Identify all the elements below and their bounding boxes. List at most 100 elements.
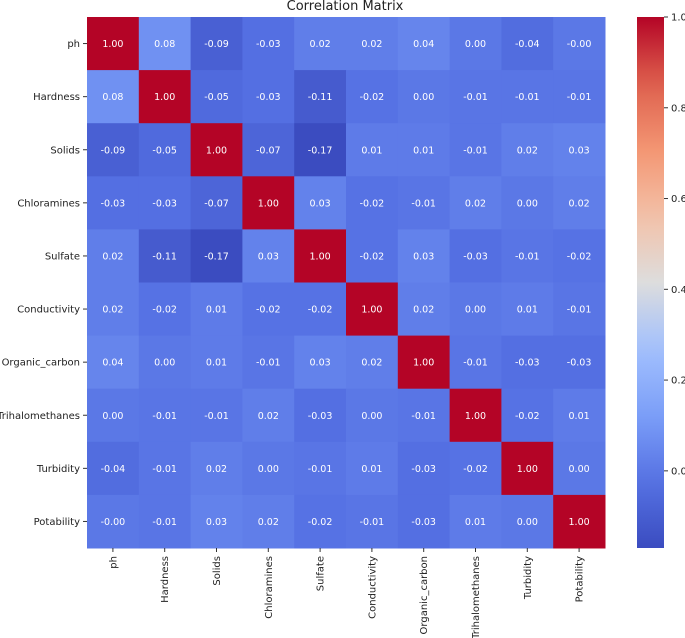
- cell-value-label: 0.03: [569, 145, 590, 156]
- heatmap-cell: [346, 335, 399, 390]
- y-tick-label: Turbidity: [36, 464, 80, 475]
- colorbar-tick-label: 1.0: [671, 13, 685, 24]
- x-tick-label: Solids: [212, 556, 223, 586]
- cell-value-label: 0.02: [361, 39, 382, 50]
- x-tick-labels: ph Hardness Solids Chloramines Sulfate Conduc…: [108, 548, 586, 638]
- cell-value-label: 0.00: [465, 39, 486, 50]
- heatmap-cell: [294, 282, 347, 337]
- heatmap-cell: [138, 441, 192, 496]
- heatmap-cell: [449, 70, 502, 124]
- cell-value-label: 1.00: [154, 92, 175, 103]
- colorbar-tick-label: 0.8: [671, 103, 685, 114]
- heatmap-cell: [87, 335, 140, 390]
- heatmap-cell: [449, 229, 502, 283]
- heatmap-cell: [449, 123, 502, 177]
- cell-value-label: 0.02: [310, 39, 331, 50]
- cell-value-label: -0.01: [567, 305, 592, 316]
- heatmap-cell: [87, 494, 140, 549]
- heatmap-cell-labels: 1.00 0.08 -0.09 -0.03 0.02 0.02 0.04 0.00 -0.04 -…: [101, 39, 592, 528]
- cell-value-label: -0.02: [360, 251, 385, 262]
- heatmap-cell: [138, 494, 192, 549]
- cell-value-label: 0.03: [206, 517, 227, 528]
- heatmap-cell: [242, 282, 295, 337]
- heatmap-cell: [449, 17, 502, 71]
- cell-value-label: 0.03: [310, 358, 331, 369]
- cell-value-label: -0.09: [204, 39, 229, 50]
- heatmap-cell: [87, 388, 140, 443]
- cell-value-label: 0.00: [258, 464, 279, 475]
- heatmap-cell: [242, 388, 295, 443]
- cell-value-label: 0.00: [361, 411, 382, 422]
- heatmap-cell: [242, 123, 295, 177]
- heatmap-cell: [294, 388, 347, 443]
- heatmap-cell: [449, 388, 502, 443]
- cell-value-label: -0.05: [204, 92, 229, 103]
- cell-value-label: -0.07: [204, 198, 229, 209]
- heatmap-cell: [397, 70, 451, 124]
- heatmap-cell: [190, 282, 243, 337]
- colorbar: 0.0 0.2 0.4 0.6 0.8 1.0: [637, 13, 685, 548]
- cell-value-label: 0.00: [102, 411, 123, 422]
- heatmap-cell: [397, 494, 451, 549]
- cell-value-label: -0.17: [204, 251, 229, 262]
- cell-value-label: -0.04: [515, 39, 540, 50]
- heatmap-cell: [242, 494, 295, 549]
- colorbar-gradient: [637, 17, 664, 548]
- cell-value-label: 0.08: [102, 92, 123, 103]
- cell-value-label: 0.00: [154, 358, 175, 369]
- heatmap-cell: [294, 17, 347, 71]
- heatmap-cell: [190, 388, 243, 443]
- cell-value-label: -0.07: [256, 145, 281, 156]
- cell-value-label: 0.04: [413, 39, 434, 50]
- heatmap-cell: [242, 70, 295, 124]
- heatmap-cell: [449, 282, 502, 337]
- cell-value-label: 1.00: [465, 411, 486, 422]
- cell-value-label: -0.01: [204, 411, 229, 422]
- heatmap-cell: [138, 229, 192, 283]
- x-tick-label: ph: [108, 556, 119, 569]
- cell-value-label: 0.02: [102, 251, 123, 262]
- x-tick-label: Hardness: [160, 556, 171, 603]
- cell-value-label: -0.00: [101, 517, 126, 528]
- heatmap-cell: [242, 335, 295, 390]
- cell-value-label: 0.02: [258, 411, 279, 422]
- heatmap-cell: [346, 441, 399, 496]
- cell-value-label: 0.00: [517, 517, 538, 528]
- heatmap-cell: [449, 494, 502, 549]
- x-tick-label: Turbidity: [523, 556, 534, 600]
- heatmap-cell: [294, 441, 347, 496]
- heatmap-cell: [449, 176, 502, 230]
- cell-value-label: 0.08: [154, 39, 175, 50]
- x-tick-label: Organic_carbon: [419, 556, 430, 634]
- heatmap-cell: [449, 441, 502, 496]
- heatmap-cell: [346, 282, 399, 337]
- cell-value-label: -0.01: [411, 411, 436, 422]
- y-tick-label: ph: [67, 39, 80, 50]
- cell-value-label: 0.01: [569, 411, 590, 422]
- cell-value-label: -0.00: [567, 39, 592, 50]
- x-tick-label: Potability: [575, 556, 586, 602]
- cell-value-label: -0.01: [567, 92, 592, 103]
- y-tick-label: Chloramines: [17, 198, 80, 209]
- cell-value-label: -0.02: [256, 305, 281, 316]
- cell-value-label: 0.03: [258, 251, 279, 262]
- cell-value-label: 0.02: [413, 305, 434, 316]
- x-tick-label: Trihalomethanes: [471, 556, 482, 638]
- cell-value-label: 0.02: [361, 358, 382, 369]
- heatmap-cell: [397, 441, 451, 496]
- cell-value-label: -0.01: [411, 198, 436, 209]
- cell-value-label: 1.00: [258, 198, 279, 209]
- x-tick-label: Sulfate: [316, 556, 327, 591]
- heatmap-cell: [346, 494, 399, 549]
- heatmap-cell: [501, 176, 554, 230]
- cell-value-label: 0.03: [310, 198, 331, 209]
- x-tick-label: Conductivity: [367, 556, 378, 619]
- heatmap-cell: [138, 70, 192, 124]
- chart-title: Correlation Matrix: [287, 0, 404, 14]
- cell-value-label: -0.03: [256, 92, 281, 103]
- cell-value-label: -0.03: [411, 464, 436, 475]
- heatmap-cell: [553, 229, 606, 283]
- cell-value-label: -0.03: [463, 251, 488, 262]
- heatmap-cell: [190, 441, 243, 496]
- heatmap-cell: [346, 70, 399, 124]
